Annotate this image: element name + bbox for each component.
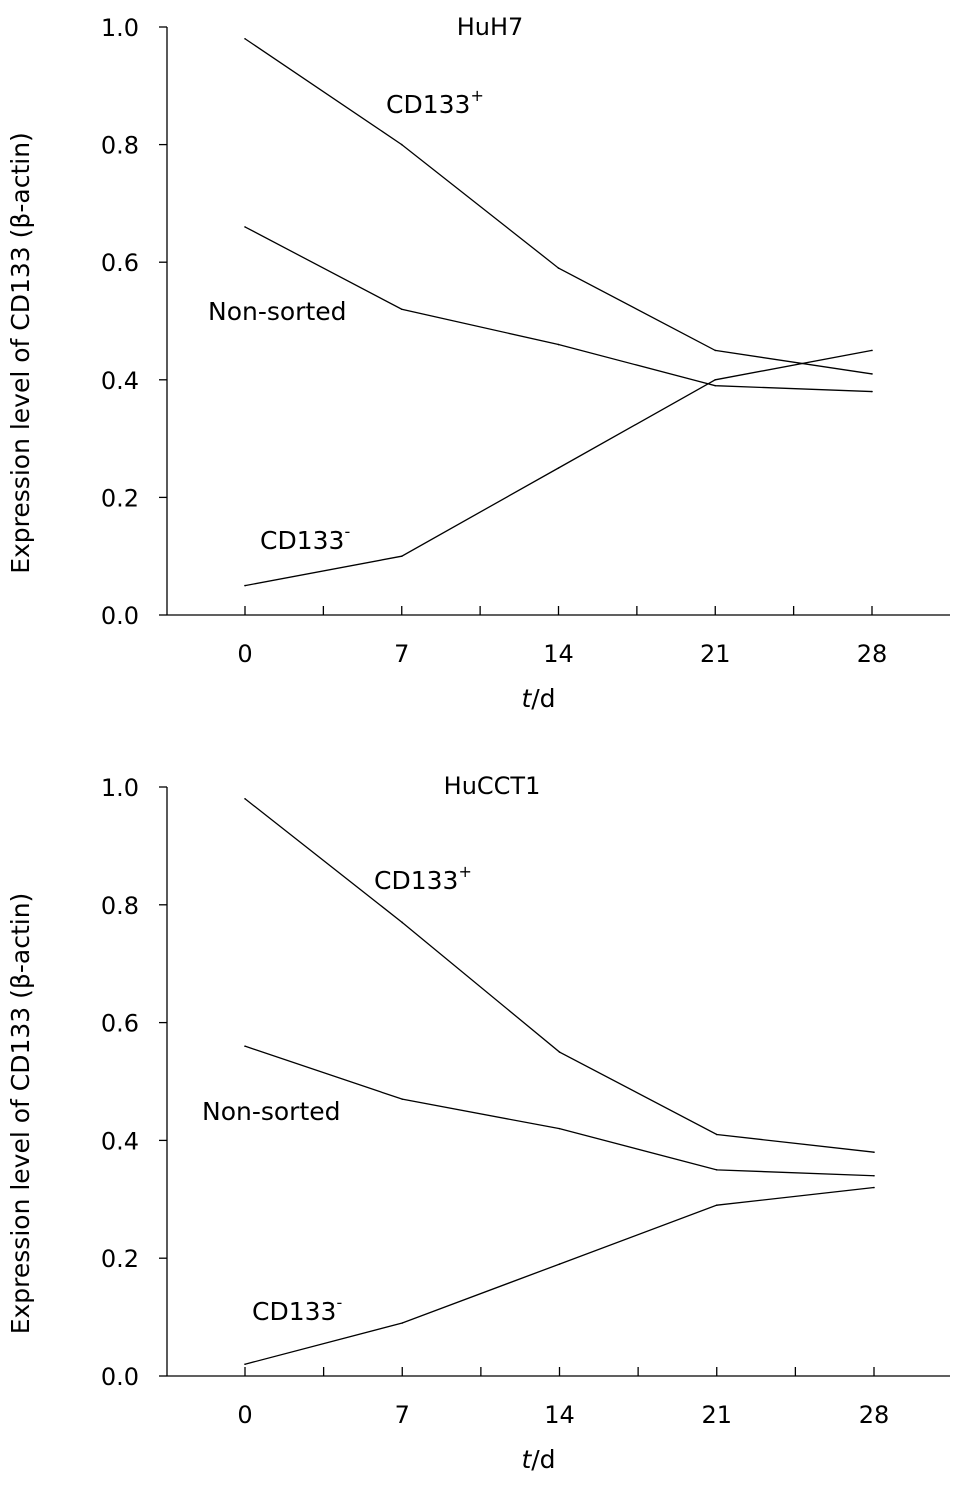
x-tick-label: 7 [394, 640, 409, 668]
x-axis-label-var: t [521, 1445, 532, 1474]
y-tick-label: 1.0 [101, 14, 139, 42]
data-point [873, 1151, 875, 1153]
y-tick-label: 0.4 [101, 1127, 139, 1155]
data-point [244, 1045, 246, 1047]
series-label-name: Non-sorted [202, 1097, 341, 1126]
data-point [873, 1174, 875, 1177]
y-tick-label: 0.4 [101, 367, 139, 395]
series-label-name: CD133 [374, 866, 458, 895]
data-point [400, 555, 403, 557]
series-label-name: CD133 [252, 1297, 336, 1326]
data-point [871, 373, 873, 375]
y-axis-label: Expression level of CD133 (β-actin) [6, 132, 35, 574]
series-label-1: CD133+ [386, 86, 484, 119]
data-point [871, 390, 873, 393]
y-tick-label: 0.8 [101, 132, 139, 160]
series-label-1: CD133+ [374, 862, 472, 895]
y-axis-label: Expression level of CD133 (β-actin) [6, 893, 35, 1335]
series-line-3 [244, 1186, 875, 1365]
series-label-2: Non-sorted [208, 297, 347, 326]
data-point [715, 1169, 718, 1171]
y-tick-label: 0.6 [101, 1010, 139, 1038]
data-point [558, 1127, 561, 1130]
y-tick-label: 0.0 [101, 602, 139, 630]
series-label-name: CD133 [260, 526, 344, 555]
series-label-2: Non-sorted [202, 1097, 341, 1126]
data-point [557, 267, 560, 269]
data-point [244, 226, 246, 228]
x-axis-label-unit: /d [531, 684, 555, 713]
chart-panel-1: 0.0 0.2 0.4 0.6 0.8 1.0 0 7 14 21 28 t/d Expression … [6, 13, 950, 713]
x-tick-label: 7 [395, 1401, 410, 1429]
x-tick-label: 28 [859, 1401, 890, 1429]
x-axis-label-var: t [521, 684, 532, 713]
series-label-3: CD133- [260, 522, 350, 555]
x-axis-label: t/d [521, 684, 555, 713]
series-label-superscript: - [344, 522, 350, 541]
series-label-superscript: + [458, 862, 471, 881]
series-label-name: CD133 [386, 90, 470, 119]
series-label-superscript: + [470, 86, 483, 105]
y-tick-label: 0.8 [101, 892, 139, 920]
data-point [400, 308, 403, 311]
x-tick-label: 0 [237, 1401, 252, 1429]
y-tick-label: 0.2 [101, 1245, 139, 1273]
chart-panel-2: 0.0 0.2 0.4 0.6 0.8 1.0 0 7 14 21 28 t/d Expression … [6, 772, 950, 1474]
data-point [244, 584, 246, 587]
data-point [401, 921, 404, 924]
chart-title: HuCCT1 [444, 772, 541, 800]
series-label-3: CD133- [252, 1293, 342, 1326]
y-tick-label: 0.0 [101, 1363, 139, 1391]
x-tick-label: 14 [544, 1401, 575, 1429]
data-point [557, 343, 560, 346]
data-point [401, 1322, 404, 1324]
data-point [244, 1363, 246, 1366]
series-label-name: Non-sorted [208, 297, 347, 326]
data-point [400, 143, 403, 146]
data-point [715, 1204, 718, 1206]
data-point [244, 37, 246, 40]
x-tick-label: 28 [857, 640, 888, 668]
data-point [557, 467, 560, 469]
data-point [714, 349, 717, 352]
y-tick-label: 0.6 [101, 249, 139, 277]
y-tick-label: 1.0 [101, 774, 139, 802]
data-point [714, 384, 717, 387]
y-tick-label: 0.2 [101, 484, 139, 512]
data-point [244, 797, 246, 800]
data-point [401, 1098, 404, 1100]
x-tick-label: 0 [237, 640, 252, 668]
data-point [714, 379, 717, 381]
data-point [873, 1186, 875, 1189]
data-point [558, 1263, 561, 1265]
x-tick-label: 21 [701, 1401, 732, 1429]
x-tick-label: 14 [543, 640, 574, 668]
x-axis-label-unit: /d [531, 1445, 555, 1474]
x-tick-label: 21 [700, 640, 731, 668]
data-point [558, 1051, 561, 1053]
data-point [871, 349, 873, 352]
series-label-superscript: - [336, 1293, 342, 1312]
chart-title: HuH7 [457, 13, 524, 41]
data-point [715, 1133, 718, 1136]
x-axis-label: t/d [521, 1445, 555, 1474]
